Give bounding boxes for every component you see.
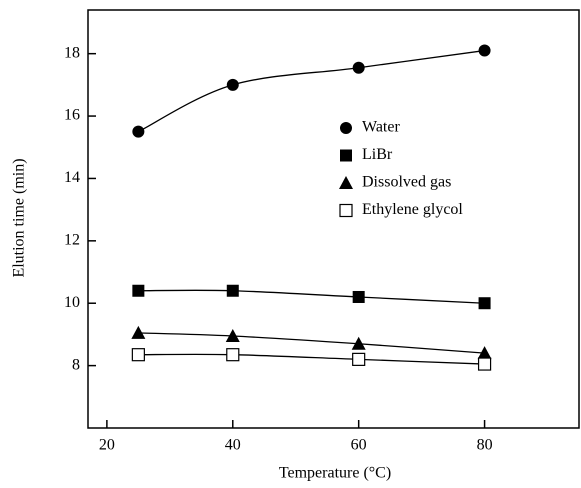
legend-marker <box>340 149 352 162</box>
marker <box>131 325 146 339</box>
marker <box>225 328 240 342</box>
marker <box>132 125 145 138</box>
marker <box>351 336 366 350</box>
marker <box>131 348 145 362</box>
series-line <box>138 332 485 354</box>
y-tick-label: 16 <box>64 107 80 124</box>
y-tick-label: 10 <box>64 294 80 311</box>
y-tick-label: 14 <box>64 169 80 186</box>
y-tick-label: 18 <box>64 44 80 61</box>
y-tick-label: 8 <box>72 356 80 373</box>
marker <box>226 78 239 91</box>
series-line <box>138 353 485 365</box>
marker <box>226 284 239 297</box>
legend-marker <box>339 203 353 218</box>
legend-label: LiBr <box>362 146 393 163</box>
legend-label: Water <box>362 119 400 136</box>
marker <box>477 346 492 360</box>
plot-frame <box>87 9 580 429</box>
legend-label: Dissolved gas <box>362 174 451 191</box>
marker <box>478 297 491 310</box>
marker <box>478 44 491 57</box>
series-line <box>138 49 485 133</box>
legend-label: Ethylene glycol <box>362 201 463 218</box>
x-tick-label: 40 <box>225 437 241 454</box>
y-tick-label: 12 <box>64 232 80 249</box>
x-tick-label: 20 <box>99 437 115 454</box>
x-axis-label: Temperature (°C) <box>279 465 391 482</box>
marker <box>477 357 492 371</box>
marker <box>132 284 145 297</box>
marker <box>352 290 365 303</box>
marker <box>352 352 366 366</box>
legend-marker <box>339 176 353 189</box>
y-axis-label: Elution time (min) <box>11 158 28 277</box>
x-tick-label: 60 <box>351 437 367 454</box>
legend-marker <box>340 122 352 134</box>
marker <box>226 348 240 362</box>
x-tick-label: 80 <box>477 437 493 454</box>
marker <box>352 61 365 74</box>
series-line <box>138 289 485 304</box>
